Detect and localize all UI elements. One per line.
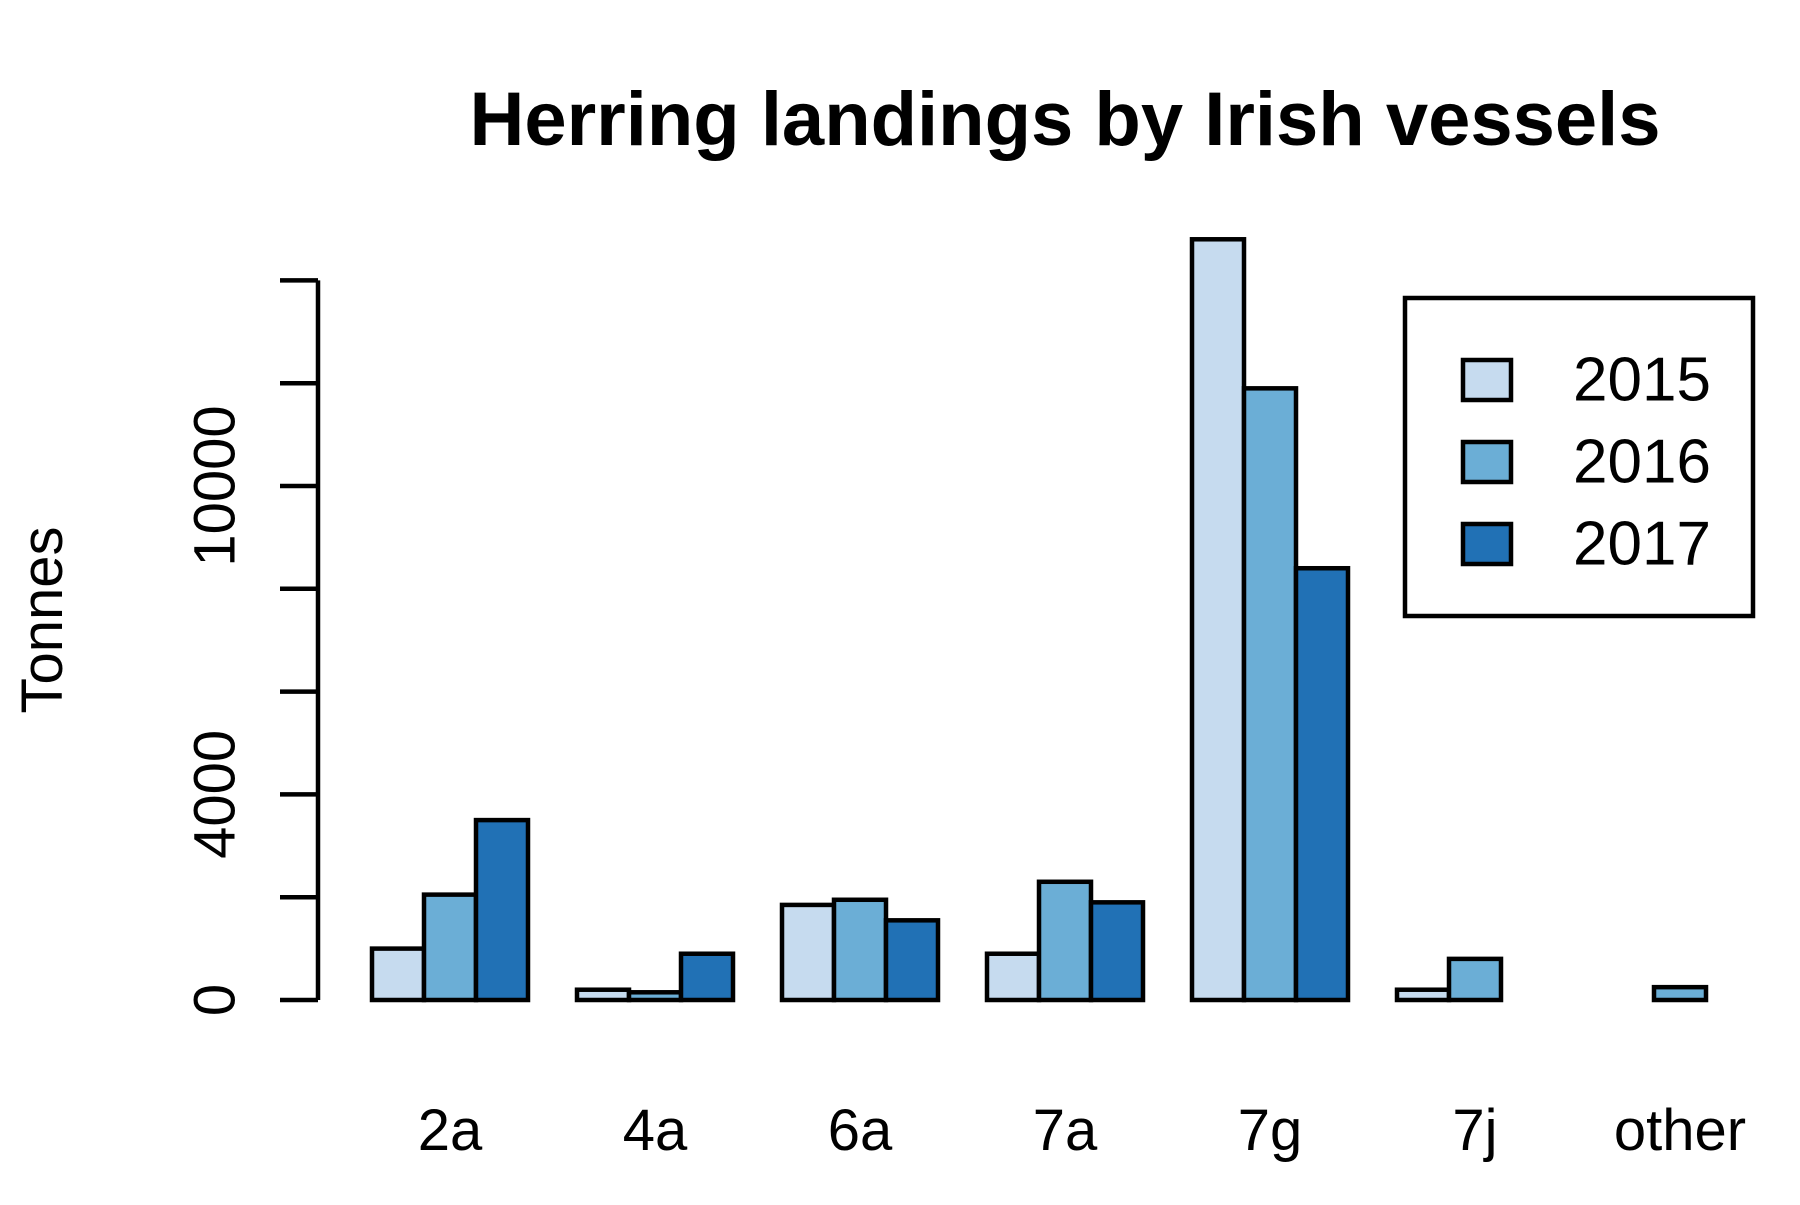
bar-6a-2017 <box>883 918 941 1003</box>
x-tick-label: 4a <box>623 1098 688 1163</box>
x-tick-label: 2a <box>418 1098 483 1163</box>
x-tick-label: 7a <box>1033 1098 1098 1163</box>
legend: 2015 2016 2017 <box>1402 295 1756 619</box>
bar-6a-2016 <box>831 897 889 1003</box>
bar-2a-2017 <box>473 817 531 1003</box>
bar-7g-2015 <box>1189 237 1247 1003</box>
bar-7a-2017 <box>1088 900 1146 1003</box>
x-tick-label: 7g <box>1238 1098 1303 1163</box>
y-axis: 0 4000 10000 <box>183 278 321 1016</box>
bar-7a-2015 <box>984 951 1042 1003</box>
y-tick-label: 4000 <box>183 730 248 859</box>
bars-group <box>369 237 1709 1003</box>
bar-7j-2015 <box>1394 987 1452 1003</box>
chart-title: Herring landings by Irish vessels <box>469 77 1660 162</box>
bar-2a-2015 <box>369 946 427 1003</box>
x-tick-label: 7j <box>1452 1098 1497 1163</box>
bar-6a-2015 <box>779 902 837 1003</box>
x-tick-label: other <box>1614 1098 1746 1163</box>
bar-7j-2016 <box>1446 956 1504 1003</box>
bar-2a-2016 <box>421 892 479 1003</box>
legend-label-2017: 2017 <box>1573 510 1711 579</box>
legend-label-2015: 2015 <box>1573 346 1711 415</box>
bar-4a-2016 <box>626 990 684 1003</box>
legend-label-2016: 2016 <box>1573 428 1711 497</box>
bar-4a-2015 <box>574 987 632 1003</box>
bar-7g-2016 <box>1241 386 1299 1003</box>
bar-4a-2017 <box>678 951 736 1003</box>
x-axis-labels: 2a 4a 6a 7a 7g 7j other <box>418 1098 1746 1163</box>
y-tick-label: 0 <box>183 984 248 1016</box>
bar-7a-2016 <box>1036 879 1094 1003</box>
bar-other-2016 <box>1651 984 1709 1003</box>
legend-swatch-2016 <box>1460 439 1514 485</box>
bar-7g-2017 <box>1293 565 1351 1003</box>
x-tick-label: 6a <box>828 1098 893 1163</box>
y-axis-title: Tonnes <box>10 526 75 713</box>
y-tick-label: 10000 <box>183 405 248 566</box>
legend-swatch-2017 <box>1460 521 1514 567</box>
legend-swatch-2015 <box>1460 357 1514 403</box>
